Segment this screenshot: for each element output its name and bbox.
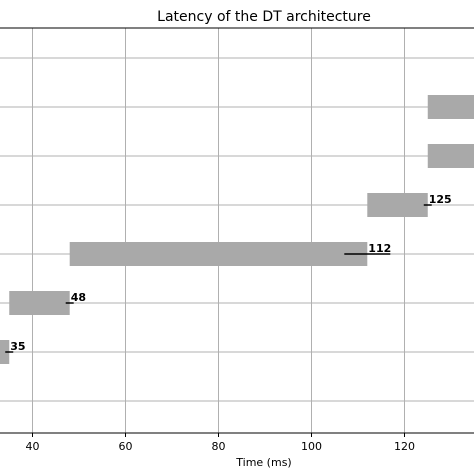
bar	[367, 193, 428, 217]
bar	[69, 242, 368, 266]
x-tick-label: 60	[119, 440, 133, 453]
data-labels: 35 48 112 125	[10, 193, 451, 353]
x-axis-label: Time (ms)	[235, 456, 291, 469]
data-label: 112	[368, 242, 391, 255]
grid-lines	[0, 28, 474, 433]
bars	[0, 95, 474, 364]
bar	[427, 144, 474, 168]
data-label: 125	[429, 193, 452, 206]
markers	[5, 204, 432, 353]
x-tick-label: 80	[212, 440, 226, 453]
data-label: 35	[10, 340, 25, 353]
bar	[427, 95, 474, 119]
bar	[9, 291, 70, 315]
chart-title: Latency of the DT architecture	[157, 9, 371, 25]
x-tick-label: 120	[394, 440, 415, 453]
x-tick-label: 100	[301, 440, 322, 453]
x-tick-label: 40	[26, 440, 40, 453]
x-axis-ticks: 40 60 80 100 120	[26, 433, 415, 453]
bar	[0, 340, 10, 364]
data-label: 48	[71, 291, 86, 304]
